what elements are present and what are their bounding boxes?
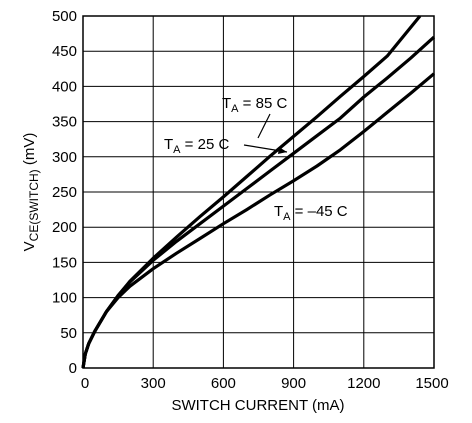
leader-85c bbox=[257, 113, 271, 139]
label-minus45c: TA = –45 C bbox=[274, 203, 348, 223]
y-axis-title-sub: CE(SWITCH) bbox=[27, 169, 41, 241]
annotations: TA = 85 CTA = 25 CTA = –45 C bbox=[164, 95, 348, 223]
grid bbox=[83, 16, 434, 368]
label-minus45c-rest: = –45 C bbox=[291, 203, 348, 220]
label-minus45c-sub: A bbox=[283, 211, 291, 223]
label-25c-rest: = 25 C bbox=[181, 136, 230, 153]
label-25c-sub: A bbox=[173, 144, 181, 156]
y-tick-label: 400 bbox=[52, 78, 77, 95]
x-tick-labels: 0 300 600 900 1200 1500 bbox=[81, 375, 449, 392]
y-tick-label: 250 bbox=[52, 184, 77, 201]
x-axis-title: SWITCH CURRENT (mA) bbox=[171, 397, 344, 414]
x-tick-label: 0 bbox=[81, 375, 89, 392]
label-25c: TA = 25 C bbox=[164, 136, 229, 156]
series-group bbox=[81, 14, 436, 369]
y-axis-title-main: V bbox=[21, 241, 38, 251]
label-85c-main: T bbox=[222, 95, 231, 112]
x-tick-label: 1500 bbox=[415, 375, 448, 392]
y-tick-label: 200 bbox=[52, 219, 77, 236]
y-tick-label: 450 bbox=[52, 43, 77, 60]
y-axis-title: VCE(SWITCH) (mV) bbox=[21, 133, 41, 252]
y-axis-title-unit: (mV) bbox=[21, 133, 38, 170]
label-minus45c-main: T bbox=[274, 203, 283, 220]
label-85c: TA = 85 C bbox=[222, 95, 287, 115]
y-tick-label: 350 bbox=[52, 114, 77, 131]
series-line-minus45c bbox=[81, 72, 436, 369]
label-85c-sub: A bbox=[231, 103, 239, 115]
y-tick-label: 100 bbox=[52, 290, 77, 307]
y-tick-label: 300 bbox=[52, 149, 77, 166]
x-tick-label: 900 bbox=[281, 375, 306, 392]
leader-25c-arrowhead bbox=[278, 147, 287, 154]
x-tick-label: 1200 bbox=[347, 375, 380, 392]
y-tick-label: 50 bbox=[60, 325, 77, 342]
x-tick-label: 600 bbox=[211, 375, 236, 392]
x-tick-label: 300 bbox=[141, 375, 166, 392]
label-85c-rest: = 85 C bbox=[239, 95, 288, 112]
label-25c-main: T bbox=[164, 136, 173, 153]
y-tick-labels: 0 50 100 150 200 250 300 350 400 450 500 bbox=[52, 8, 77, 377]
plot-frame bbox=[82, 15, 435, 369]
y-tick-label: 500 bbox=[52, 8, 77, 25]
y-tick-label: 0 bbox=[69, 360, 77, 377]
y-tick-label: 150 bbox=[52, 254, 77, 271]
